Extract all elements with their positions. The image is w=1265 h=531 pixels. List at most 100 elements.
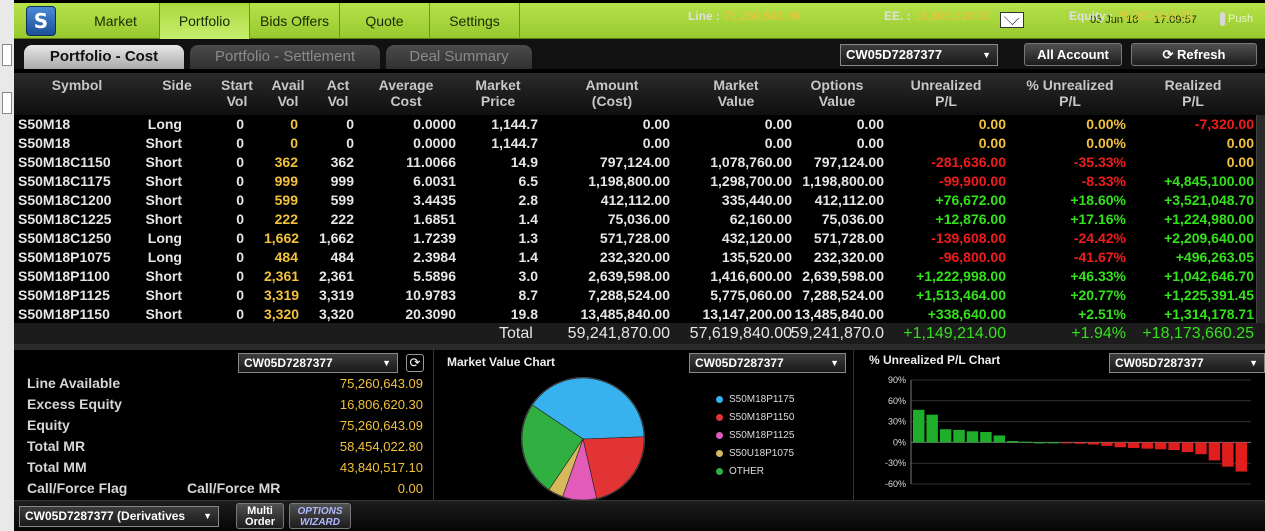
table-row[interactable]: S50M18C1225 Short 0 222 222 1.6851 1.4 75,036.0…: [14, 210, 1265, 229]
pl-bar[interactable]: [1128, 442, 1140, 448]
pl-bar[interactable]: [1235, 442, 1247, 472]
table-scrollbar[interactable]: [1256, 115, 1265, 323]
account-type-value: CW05D7287377 (Derivatives: [25, 509, 186, 523]
refresh-button[interactable]: ⟳ Refresh: [1131, 43, 1257, 66]
table-row[interactable]: S50M18C1150 Short 0 362 362 11.0066 14.9 797,12…: [14, 153, 1265, 172]
pl-bar[interactable]: [1168, 442, 1180, 451]
col-header[interactable]: Realized P/L: [1132, 77, 1254, 109]
table-cell: 13,485,840.00: [580, 306, 670, 322]
account-summary-panel: CW05D7287377 ▼ ⟳ Line Available 75,260,64…: [14, 350, 434, 500]
table-cell: 3,319: [318, 287, 354, 303]
col-header[interactable]: Amount (Cost): [554, 77, 670, 109]
pl-bar[interactable]: [1208, 442, 1221, 461]
legend-item[interactable]: OTHER: [716, 466, 764, 477]
menu-quote[interactable]: Quote: [340, 3, 430, 39]
pl-bar[interactable]: [1114, 442, 1127, 448]
pl-bar[interactable]: [1007, 441, 1019, 443]
pl-bar[interactable]: [953, 429, 965, 443]
pie-slice-s50m18p1150[interactable]: [582, 436, 645, 499]
legend-item[interactable]: S50U18P1075: [716, 448, 794, 459]
col-header-line: Value: [717, 93, 755, 109]
pl-bar[interactable]: [993, 435, 1006, 443]
table-row[interactable]: S50M18C1175 Short 0 999 999 6.0031 6.5 1,198,80…: [14, 172, 1265, 191]
table-cell: 432,120.00: [721, 230, 792, 246]
pl-bar[interactable]: [1195, 442, 1207, 455]
pl-bar[interactable]: [1141, 442, 1153, 449]
table-cell: S50M18: [18, 116, 71, 132]
legend-item[interactable]: S50M18P1175: [716, 394, 794, 405]
col-header[interactable]: Side: [144, 77, 210, 93]
pl-bar[interactable]: [1033, 442, 1046, 444]
col-header[interactable]: Act Vol: [314, 77, 362, 109]
col-header[interactable]: Unrealized P/L: [886, 77, 1006, 109]
col-header[interactable]: Market Price: [458, 77, 538, 109]
table-cell: S50M18P1125: [18, 287, 110, 303]
pct-unrealized-chart-select[interactable]: CW05D7287377 ▼: [1109, 353, 1265, 373]
pie-slice-other[interactable]: [521, 404, 584, 491]
table-row[interactable]: S50M18 Long 0 0 0 0.0000 1,144.7 0.00 0.00 0.00 0.…: [14, 115, 1265, 134]
legend-item[interactable]: S50M18P1125: [716, 430, 794, 441]
col-header[interactable]: Start Vol: [212, 77, 262, 109]
table-cell: 335,440.00: [721, 192, 792, 208]
table-row[interactable]: S50M18C1250 Long 0 1,662 1,662 1.7239 1.3 571,7…: [14, 229, 1265, 248]
market-value-chart-select[interactable]: CW05D7287377 ▼: [689, 353, 846, 373]
menu-settings[interactable]: Settings: [430, 3, 520, 39]
table-cell: 0.00: [856, 135, 884, 151]
table-cell: 362: [274, 154, 298, 170]
mail-icon[interactable]: [1000, 12, 1024, 28]
pl-bar[interactable]: [1060, 442, 1073, 444]
menu-portfolio[interactable]: Portfolio: [160, 3, 250, 39]
legend-item[interactable]: S50M18P1150: [716, 412, 794, 423]
table-cell: S50M18C1250: [18, 230, 112, 246]
menu-market[interactable]: Market: [72, 3, 160, 39]
table-row[interactable]: S50M18C1200 Short 0 599 599 3.4435 2.8 412,112.…: [14, 191, 1265, 210]
pl-bar[interactable]: [980, 432, 992, 443]
account-select-value: CW05D7287377: [846, 47, 943, 62]
pl-bar[interactable]: [1101, 442, 1113, 446]
table-row[interactable]: S50M18 Short 0 0 0 0.0000 1,144.7 0.00 0.00 0.00 0…: [14, 134, 1265, 153]
tab-deal-summary[interactable]: Deal Summary: [386, 45, 532, 69]
pie-slice-s50m18p1175[interactable]: [531, 377, 645, 440]
table-row[interactable]: S50M18P1075 Long 0 484 484 2.3984 1.4 232,320.0…: [14, 248, 1265, 267]
pl-bar[interactable]: [1222, 442, 1234, 467]
legend-swatch-icon: [716, 449, 723, 457]
pl-bar[interactable]: [1087, 442, 1100, 445]
col-header[interactable]: Average Cost: [370, 77, 442, 109]
tab-portfolio-cost[interactable]: Portfolio - Cost: [24, 45, 184, 69]
table-row[interactable]: S50M18P1100 Short 0 2,361 2,361 5.5896 3.0 2,63…: [14, 267, 1265, 286]
pl-bar[interactable]: [1154, 442, 1167, 450]
status-line: Line : 75,260,643.09: [688, 9, 800, 23]
table-row[interactable]: S50M18P1125 Short 0 3,319 3,319 10.9783 8.7 7,2…: [14, 286, 1265, 305]
table-row[interactable]: S50M18P1150 Short 0 3,320 3,320 20.3090 19.8 13…: [14, 305, 1265, 324]
account-refresh-icon[interactable]: ⟳: [406, 354, 424, 372]
account-type-select[interactable]: CW05D7287377 (Derivatives ▼: [19, 506, 219, 527]
table-cell: Long: [147, 230, 182, 246]
pl-bar[interactable]: [913, 409, 925, 443]
table-cell: Short: [145, 306, 182, 322]
options-wizard-button[interactable]: OPTIONS WIZARD: [289, 503, 351, 529]
table-cell: 1,662: [318, 230, 354, 246]
table-cell: 484: [330, 249, 354, 265]
col-header[interactable]: Market Value: [678, 77, 794, 109]
tab-portfolio-settlement[interactable]: Portfolio - Settlement: [190, 45, 380, 69]
col-header[interactable]: % Unrealized P/L: [1014, 77, 1126, 109]
pl-bar[interactable]: [1047, 442, 1059, 444]
col-header[interactable]: Symbol: [14, 77, 140, 93]
multi-order-button[interactable]: Multi Order: [236, 503, 284, 529]
pl-bar[interactable]: [939, 429, 952, 443]
pl-bar[interactable]: [966, 431, 979, 443]
pl-bar[interactable]: [1181, 442, 1194, 453]
col-header[interactable]: Avail Vol: [264, 77, 312, 109]
call-force-mr-value: 0.00: [397, 481, 423, 496]
table-cell: 1.7239: [413, 230, 456, 246]
table-cell: -8.33%: [1081, 173, 1126, 189]
push-toggle[interactable]: Push: [1220, 12, 1253, 26]
pl-bar[interactable]: [1074, 442, 1086, 444]
account-select[interactable]: CW05D7287377 ▼: [840, 44, 998, 66]
col-header[interactable]: Options Value: [790, 77, 884, 109]
pl-bar[interactable]: [1020, 441, 1032, 443]
pl-bar[interactable]: [926, 414, 938, 443]
account-panel-select[interactable]: CW05D7287377 ▼: [238, 353, 398, 373]
all-account-button[interactable]: All Account: [1024, 43, 1122, 66]
menu-bids-offers[interactable]: Bids Offers: [250, 3, 340, 39]
